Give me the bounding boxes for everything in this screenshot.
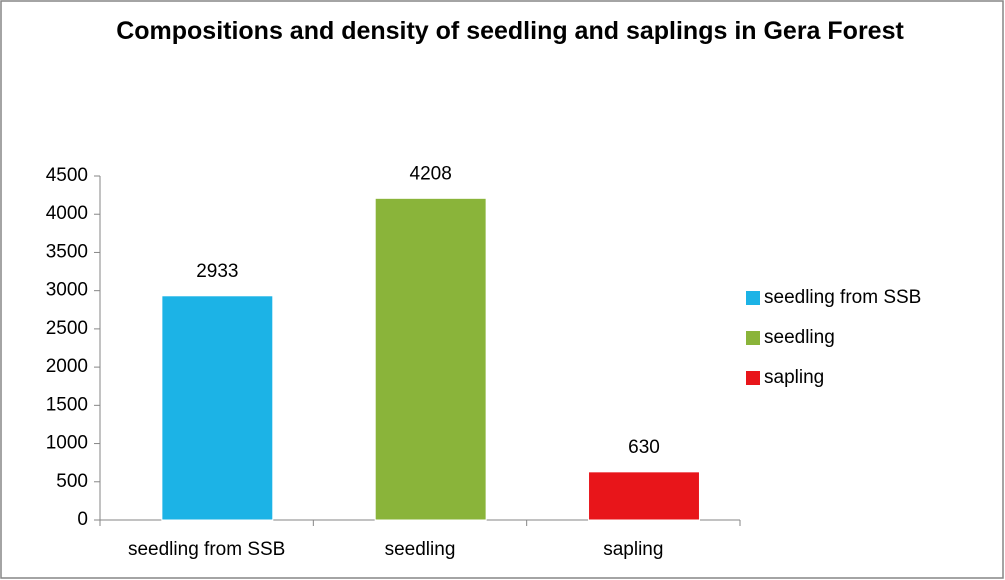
y-tick-label: 3000 bbox=[46, 280, 88, 301]
legend-swatch bbox=[746, 331, 760, 345]
bar bbox=[161, 295, 274, 521]
chart-title: Compositions and density of seedling and… bbox=[116, 17, 904, 45]
y-tick-label: 4500 bbox=[46, 165, 88, 186]
legend-label: seedling bbox=[764, 327, 835, 348]
y-tick-label: 4000 bbox=[46, 203, 88, 224]
x-tick-label: sapling bbox=[603, 539, 663, 560]
legend-label: seedling from SSB bbox=[764, 287, 921, 308]
legend-label: sapling bbox=[764, 367, 824, 388]
bar bbox=[588, 471, 700, 521]
y-tick-label: 2500 bbox=[46, 318, 88, 339]
data-label: 630 bbox=[628, 437, 660, 458]
y-tick-label: 1000 bbox=[46, 433, 88, 454]
y-tick-label: 1500 bbox=[46, 394, 88, 415]
y-tick-label: 0 bbox=[77, 509, 88, 530]
bar bbox=[374, 197, 487, 521]
data-label: 2933 bbox=[196, 261, 238, 282]
x-tick-label: seedling from SSB bbox=[128, 539, 285, 560]
legend-swatch bbox=[746, 291, 760, 305]
y-tick-label: 2000 bbox=[46, 356, 88, 377]
data-label: 4208 bbox=[410, 163, 452, 184]
y-tick-label: 3500 bbox=[46, 241, 88, 262]
x-tick-label: seedling bbox=[385, 539, 456, 560]
legend-swatch bbox=[746, 371, 760, 385]
y-tick-label: 500 bbox=[56, 471, 88, 492]
